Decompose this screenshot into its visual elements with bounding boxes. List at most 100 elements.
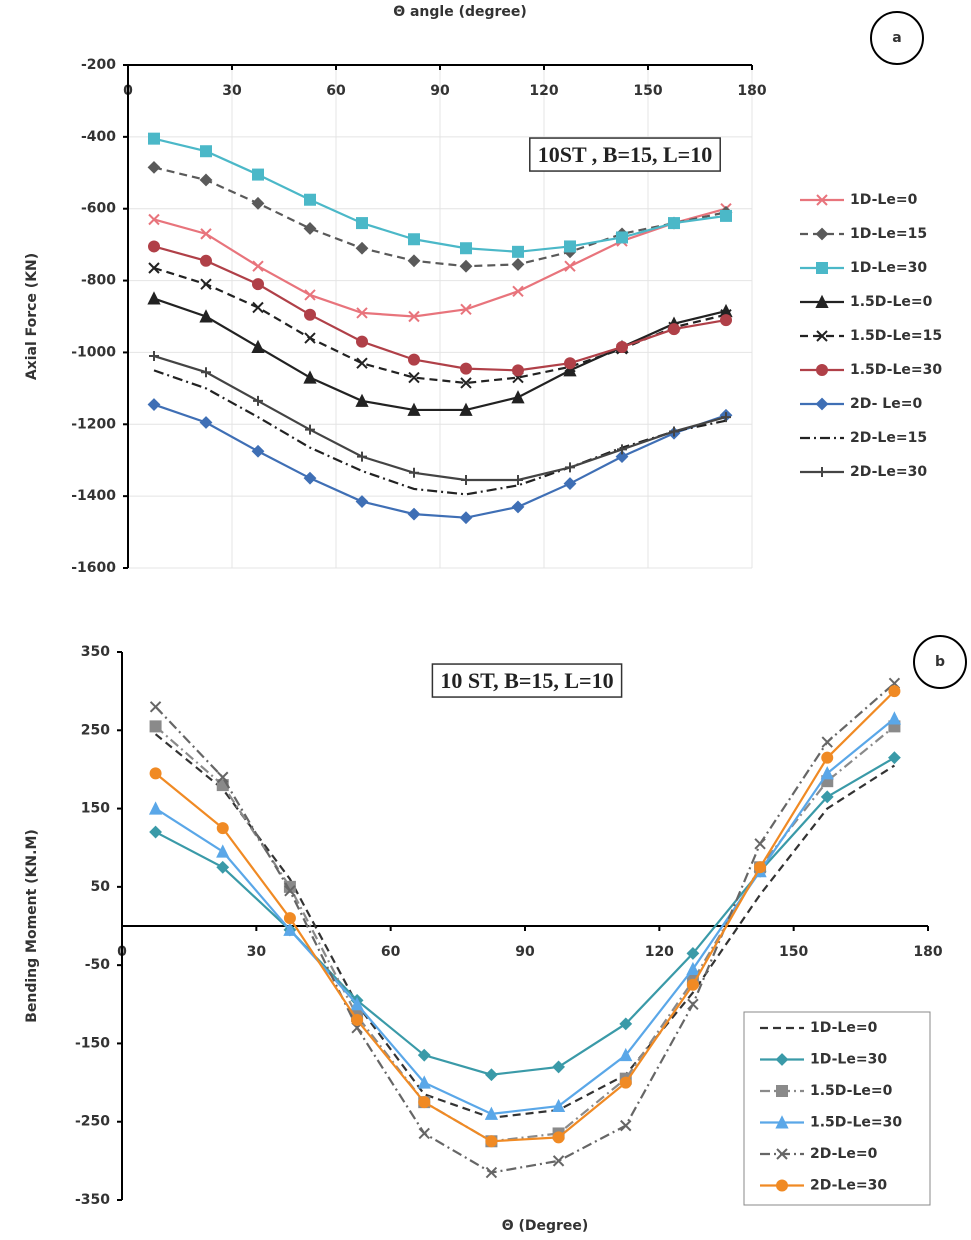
marker bbox=[688, 980, 698, 990]
marker bbox=[357, 243, 367, 253]
marker bbox=[149, 241, 159, 251]
marker bbox=[461, 364, 471, 374]
panel-label: a bbox=[892, 30, 901, 46]
y-tick-label: -50 bbox=[85, 957, 111, 973]
legend-label: 1.5D-Le=15 bbox=[850, 328, 942, 344]
marker bbox=[305, 195, 315, 205]
y-tick-label: -250 bbox=[75, 1114, 110, 1130]
marker bbox=[565, 358, 575, 368]
marker bbox=[357, 452, 367, 462]
legend-label: 1D-Le=0 bbox=[810, 1020, 878, 1036]
legend-label: 1D-Le=30 bbox=[850, 260, 927, 276]
y-tick-label: 250 bbox=[81, 722, 110, 738]
legend-marker bbox=[817, 229, 827, 239]
x-tick-label: 90 bbox=[430, 83, 450, 99]
marker bbox=[461, 513, 471, 523]
marker bbox=[253, 170, 263, 180]
marker bbox=[285, 913, 295, 923]
marker bbox=[513, 247, 523, 257]
marker bbox=[461, 243, 471, 253]
marker bbox=[357, 218, 367, 228]
marker bbox=[822, 737, 832, 747]
y-tick-label: 150 bbox=[81, 801, 110, 817]
marker bbox=[151, 721, 161, 731]
legend-label: 2D-Le=0 bbox=[810, 1146, 878, 1162]
marker bbox=[617, 342, 627, 352]
marker bbox=[357, 497, 367, 507]
marker bbox=[461, 475, 471, 485]
y-tick-label: -800 bbox=[81, 273, 116, 289]
marker bbox=[201, 175, 211, 185]
marker bbox=[409, 509, 419, 519]
y-tick-label: -600 bbox=[81, 201, 116, 217]
figure: -200-400-600-800-1000-1200-1400-16000306… bbox=[0, 0, 971, 1240]
legend-box bbox=[744, 1012, 930, 1205]
marker bbox=[755, 839, 765, 849]
marker bbox=[305, 373, 315, 383]
y-tick-label: -400 bbox=[81, 129, 116, 145]
marker bbox=[201, 256, 211, 266]
x-tick-label: 90 bbox=[515, 944, 535, 960]
y-tick-label: -200 bbox=[81, 57, 116, 73]
x-tick-label: 60 bbox=[381, 944, 401, 960]
marker bbox=[253, 303, 263, 313]
y-tick-label: -1600 bbox=[71, 560, 116, 576]
marker bbox=[486, 1136, 496, 1146]
legend-marker bbox=[817, 467, 827, 477]
legend-marker bbox=[817, 399, 827, 409]
marker bbox=[486, 1109, 496, 1119]
marker bbox=[669, 218, 679, 228]
marker bbox=[305, 473, 315, 483]
marker bbox=[513, 286, 523, 296]
marker bbox=[669, 324, 679, 334]
marker bbox=[357, 337, 367, 347]
marker bbox=[889, 714, 899, 724]
x-tick-label: 120 bbox=[529, 83, 558, 99]
legend-label: 2D- Le=0 bbox=[850, 396, 922, 412]
marker bbox=[201, 312, 211, 322]
marker bbox=[149, 162, 159, 172]
legend-label: 1.5D-Le=0 bbox=[850, 294, 933, 310]
marker bbox=[149, 134, 159, 144]
annotation: 10ST , B=15, L=10 bbox=[538, 142, 712, 167]
legend-marker bbox=[777, 1181, 787, 1191]
marker bbox=[149, 400, 159, 410]
x-tick-label: 60 bbox=[326, 83, 346, 99]
marker bbox=[253, 342, 263, 352]
marker bbox=[554, 1132, 564, 1142]
marker bbox=[253, 198, 263, 208]
marker bbox=[357, 396, 367, 406]
marker bbox=[409, 468, 419, 478]
marker bbox=[201, 146, 211, 156]
marker bbox=[486, 1070, 496, 1080]
marker bbox=[822, 753, 832, 763]
marker bbox=[688, 999, 698, 1009]
marker bbox=[253, 279, 263, 289]
marker bbox=[149, 294, 159, 304]
legend-label: 1D-Le=0 bbox=[850, 192, 918, 208]
marker bbox=[253, 261, 263, 271]
marker bbox=[218, 823, 228, 833]
marker bbox=[253, 446, 263, 456]
legend-marker bbox=[817, 297, 827, 307]
y-tick-label: -1200 bbox=[71, 416, 116, 432]
x-tick-label: 180 bbox=[737, 83, 766, 99]
legend-marker bbox=[777, 1086, 787, 1096]
legend-label: 1.5D-Le=30 bbox=[850, 362, 942, 378]
y-tick-label: 350 bbox=[81, 644, 110, 660]
marker bbox=[565, 261, 575, 271]
y-tick-label: 50 bbox=[91, 879, 111, 895]
marker bbox=[513, 502, 523, 512]
marker bbox=[621, 1121, 631, 1131]
marker bbox=[565, 479, 575, 489]
marker bbox=[721, 315, 731, 325]
marker bbox=[151, 827, 161, 837]
marker bbox=[409, 355, 419, 365]
marker bbox=[305, 425, 315, 435]
marker bbox=[253, 396, 263, 406]
y-axis-title: Bending Moment (KN.M) bbox=[24, 829, 40, 1023]
x-axis-title: Θ angle (degree) bbox=[393, 4, 527, 20]
marker bbox=[201, 417, 211, 427]
marker bbox=[419, 1097, 429, 1107]
x-axis-title: Θ (Degree) bbox=[502, 1218, 589, 1234]
